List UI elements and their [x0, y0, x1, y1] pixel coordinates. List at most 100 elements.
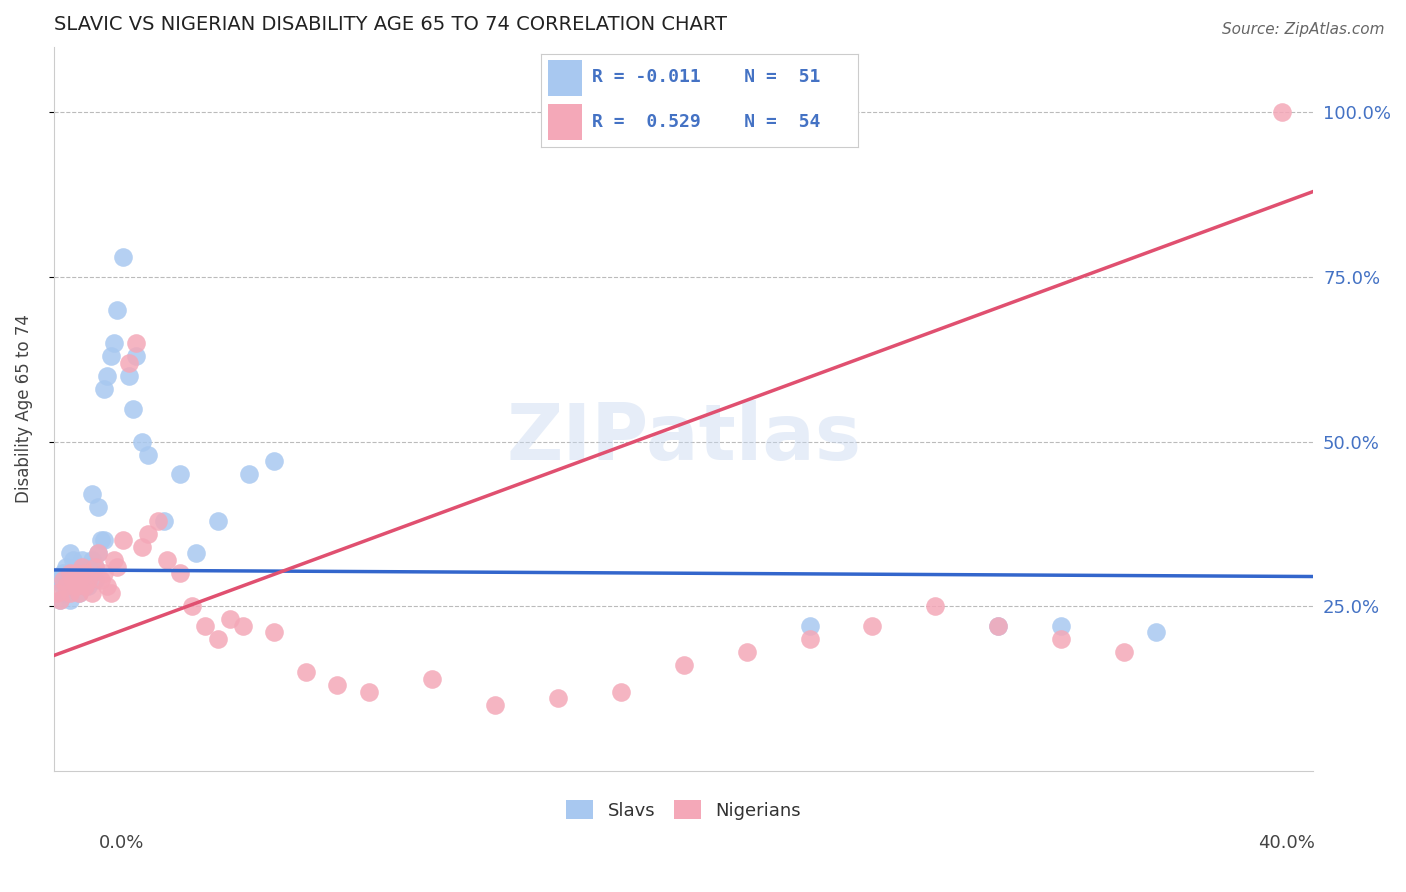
Point — [70, 553, 93, 567]
Point — [169, 566, 191, 581]
Point — [100, 586, 122, 600]
Point — [1050, 632, 1073, 646]
Point — [1050, 619, 1073, 633]
Point — [207, 632, 229, 646]
Point — [52, 573, 75, 587]
Point — [80, 553, 103, 567]
Point — [96, 579, 118, 593]
Point — [62, 573, 84, 587]
Point — [80, 487, 103, 501]
Text: ZIPatlas: ZIPatlas — [506, 400, 860, 475]
Point — [55, 579, 77, 593]
Point — [67, 586, 90, 600]
Point — [136, 448, 159, 462]
Point — [77, 559, 100, 574]
Text: SLAVIC VS NIGERIAN DISABILITY AGE 65 TO 74 CORRELATION CHART: SLAVIC VS NIGERIAN DISABILITY AGE 65 TO … — [53, 15, 727, 34]
Point — [75, 566, 97, 581]
Point — [67, 573, 90, 587]
Point — [112, 533, 135, 548]
Point — [83, 573, 105, 587]
Point — [263, 454, 285, 468]
Point — [58, 586, 80, 600]
Point — [1271, 105, 1294, 120]
Point — [131, 434, 153, 449]
Point — [93, 382, 115, 396]
Point — [125, 349, 148, 363]
Point — [672, 658, 695, 673]
Point — [100, 349, 122, 363]
Point — [294, 665, 316, 679]
Point — [112, 250, 135, 264]
Point — [67, 586, 90, 600]
Point — [263, 625, 285, 640]
Point — [326, 678, 349, 692]
Point — [93, 533, 115, 548]
Point — [125, 335, 148, 350]
Text: 40.0%: 40.0% — [1258, 834, 1315, 852]
Point — [62, 573, 84, 587]
Point — [93, 566, 115, 581]
Point — [181, 599, 204, 614]
Text: R = -0.011    N =  51: R = -0.011 N = 51 — [592, 69, 820, 87]
Point — [219, 612, 242, 626]
Point — [46, 586, 69, 600]
Point — [90, 533, 112, 548]
Point — [46, 573, 69, 587]
Legend: Slavs, Nigerians: Slavs, Nigerians — [560, 793, 808, 827]
Point — [49, 592, 72, 607]
Point — [77, 573, 100, 587]
Point — [547, 691, 569, 706]
Point — [58, 566, 80, 581]
Point — [184, 546, 207, 560]
Point — [58, 566, 80, 581]
Point — [357, 684, 380, 698]
Point — [420, 672, 443, 686]
Point — [70, 573, 93, 587]
Point — [169, 467, 191, 482]
Point — [862, 619, 884, 633]
Point — [987, 619, 1010, 633]
Point — [75, 579, 97, 593]
Point — [65, 559, 87, 574]
Point — [1144, 625, 1167, 640]
Point — [156, 553, 179, 567]
Point — [153, 514, 176, 528]
Point — [87, 546, 110, 560]
Point — [77, 579, 100, 593]
Text: Source: ZipAtlas.com: Source: ZipAtlas.com — [1222, 22, 1385, 37]
Point — [131, 540, 153, 554]
Point — [65, 579, 87, 593]
Point — [62, 553, 84, 567]
Point — [58, 546, 80, 560]
Point — [87, 546, 110, 560]
Point — [96, 368, 118, 383]
Y-axis label: Disability Age 65 to 74: Disability Age 65 to 74 — [15, 314, 32, 503]
Point — [121, 401, 143, 416]
Point — [87, 500, 110, 515]
Point — [70, 559, 93, 574]
Point — [146, 514, 169, 528]
Point — [799, 632, 821, 646]
Point — [67, 566, 90, 581]
Point — [238, 467, 260, 482]
Point — [49, 592, 72, 607]
Point — [65, 566, 87, 581]
Point — [484, 698, 506, 712]
Text: R =  0.529    N =  54: R = 0.529 N = 54 — [592, 113, 820, 131]
Point — [52, 579, 75, 593]
Point — [799, 619, 821, 633]
Bar — [548, 104, 582, 140]
Point — [103, 335, 125, 350]
Text: 0.0%: 0.0% — [98, 834, 143, 852]
Point — [105, 302, 128, 317]
Point — [232, 619, 254, 633]
Point — [52, 566, 75, 581]
Point — [105, 559, 128, 574]
Point — [58, 592, 80, 607]
Point — [80, 566, 103, 581]
Point — [207, 514, 229, 528]
Point — [1114, 645, 1136, 659]
Point — [118, 356, 141, 370]
Point — [924, 599, 946, 614]
Point — [83, 559, 105, 574]
